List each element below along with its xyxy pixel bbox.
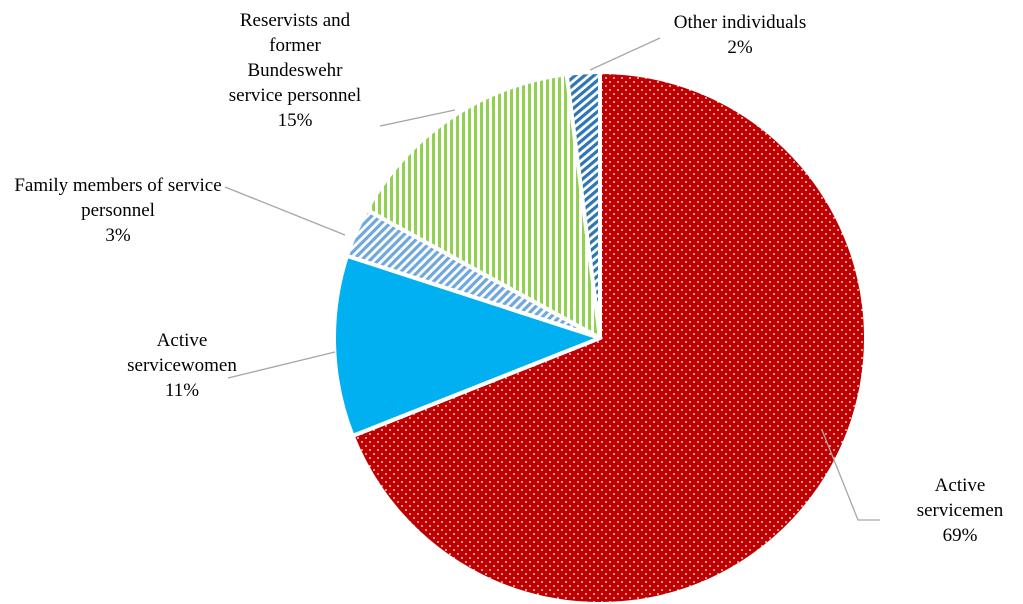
category-name: Other individuals (673, 12, 807, 33)
pie-slice (350, 70, 868, 604)
value-label: 11% (164, 380, 200, 401)
leader-line (227, 351, 336, 379)
value-label: 3% (105, 225, 131, 246)
leader-line (821, 429, 880, 521)
leader-line (224, 186, 346, 236)
category-name: Active servicemen (916, 475, 1004, 521)
value-label: 69% (942, 525, 978, 546)
value-label: 2% (727, 37, 753, 58)
leader-line (379, 109, 456, 127)
slice-label: Other individuals 2% (660, 10, 820, 60)
category-name: Family members of service personnel (14, 175, 222, 221)
value-label: 15% (277, 110, 313, 131)
slice-label: Active servicewomen 11% (107, 328, 257, 403)
category-name: Reservists and former Bundeswehr service… (228, 10, 362, 106)
pie-slice (564, 70, 602, 340)
slice-label: Active servicemen 69% (895, 473, 1023, 548)
pie-slice (364, 72, 602, 340)
pie-slice (332, 253, 602, 438)
slice-label: Family members of service personnel 3% (3, 173, 233, 248)
slice-label: Reservists and former Bundeswehr service… (220, 8, 370, 133)
leader-line (589, 37, 661, 71)
category-name: Active servicewomen (127, 330, 237, 376)
